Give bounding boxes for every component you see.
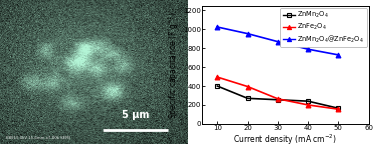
ZnMn$_2$O$_4$ bbox=[215, 85, 220, 87]
Y-axis label: Specific capacitance (F g$^{-1}$): Specific capacitance (F g$^{-1}$) bbox=[167, 11, 181, 119]
Line: ZnMn$_2$O$_4$: ZnMn$_2$O$_4$ bbox=[215, 84, 341, 111]
ZnFe$_2$O$_4$ bbox=[306, 104, 310, 106]
ZnFe$_2$O$_4$ bbox=[245, 86, 250, 87]
ZnMn$_2$O$_4$@ZnFe$_2$O$_4$ bbox=[215, 26, 220, 28]
ZnMn$_2$O$_4$ bbox=[306, 100, 310, 102]
Legend: ZnMn$_2$O$_4$, ZnFe$_2$O$_4$, ZnMn$_2$O$_4$@ZnFe$_2$O$_4$: ZnMn$_2$O$_4$, ZnFe$_2$O$_4$, ZnMn$_2$O$… bbox=[280, 8, 367, 47]
X-axis label: Current density (mA cm$^{-2}$): Current density (mA cm$^{-2}$) bbox=[233, 133, 338, 144]
Text: KBS15.0kV 15.6mm x7.00k SEM|: KBS15.0kV 15.6mm x7.00k SEM| bbox=[6, 136, 70, 140]
Line: ZnMn$_2$O$_4$@ZnFe$_2$O$_4$: ZnMn$_2$O$_4$@ZnFe$_2$O$_4$ bbox=[215, 25, 341, 57]
ZnMn$_2$O$_4$ bbox=[245, 97, 250, 99]
Line: ZnFe$_2$O$_4$: ZnFe$_2$O$_4$ bbox=[215, 75, 341, 112]
Text: 5 μm: 5 μm bbox=[122, 110, 149, 120]
ZnFe$_2$O$_4$ bbox=[215, 76, 220, 78]
ZnMn$_2$O$_4$@ZnFe$_2$O$_4$ bbox=[276, 41, 280, 42]
ZnFe$_2$O$_4$ bbox=[276, 98, 280, 100]
ZnMn$_2$O$_4$@ZnFe$_2$O$_4$ bbox=[336, 54, 341, 56]
ZnMn$_2$O$_4$ bbox=[336, 107, 341, 109]
ZnFe$_2$O$_4$ bbox=[336, 108, 341, 110]
ZnMn$_2$O$_4$@ZnFe$_2$O$_4$ bbox=[306, 48, 310, 50]
ZnMn$_2$O$_4$@ZnFe$_2$O$_4$ bbox=[245, 33, 250, 35]
ZnMn$_2$O$_4$ bbox=[276, 99, 280, 101]
